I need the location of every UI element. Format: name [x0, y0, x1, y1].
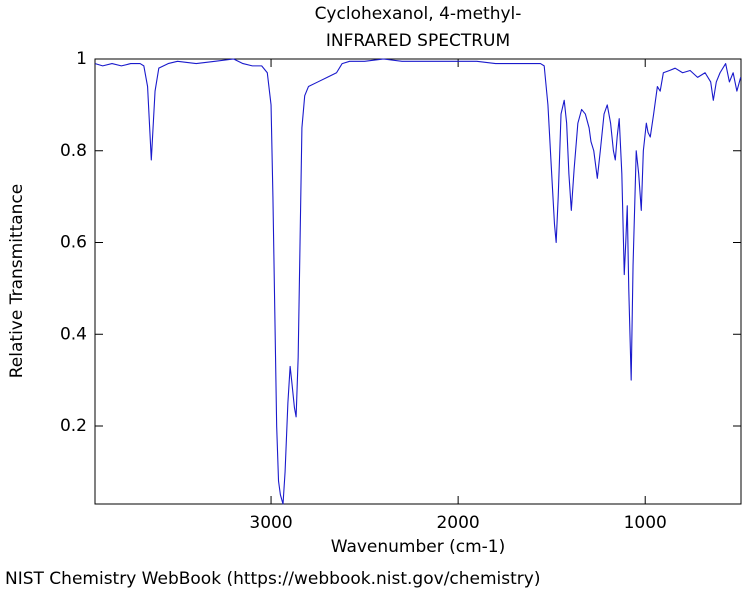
y-tick-label: 0.4 — [60, 324, 87, 344]
x-tick-label: 1000 — [624, 513, 667, 533]
credit: NIST Chemistry WebBook (https://webbook.… — [5, 569, 540, 589]
chart-subtitle: INFRARED SPECTRUM — [326, 31, 510, 51]
x-tick-label: 3000 — [249, 513, 292, 533]
y-axis-label: Relative Transmittance — [7, 184, 27, 379]
y-tick-label: 0.8 — [60, 141, 87, 161]
chart-title: Cyclohexanol, 4-methyl- — [315, 4, 522, 24]
y-tick-label: 0.2 — [60, 416, 87, 436]
x-tick-label: 2000 — [436, 513, 479, 533]
y-tick-label: 1 — [76, 49, 87, 69]
y-tick-label: 0.6 — [60, 233, 87, 253]
plot-frame — [94, 58, 742, 505]
x-axis-label: Wavenumber (cm-1) — [331, 537, 506, 557]
spectrum-line — [95, 58, 742, 505]
